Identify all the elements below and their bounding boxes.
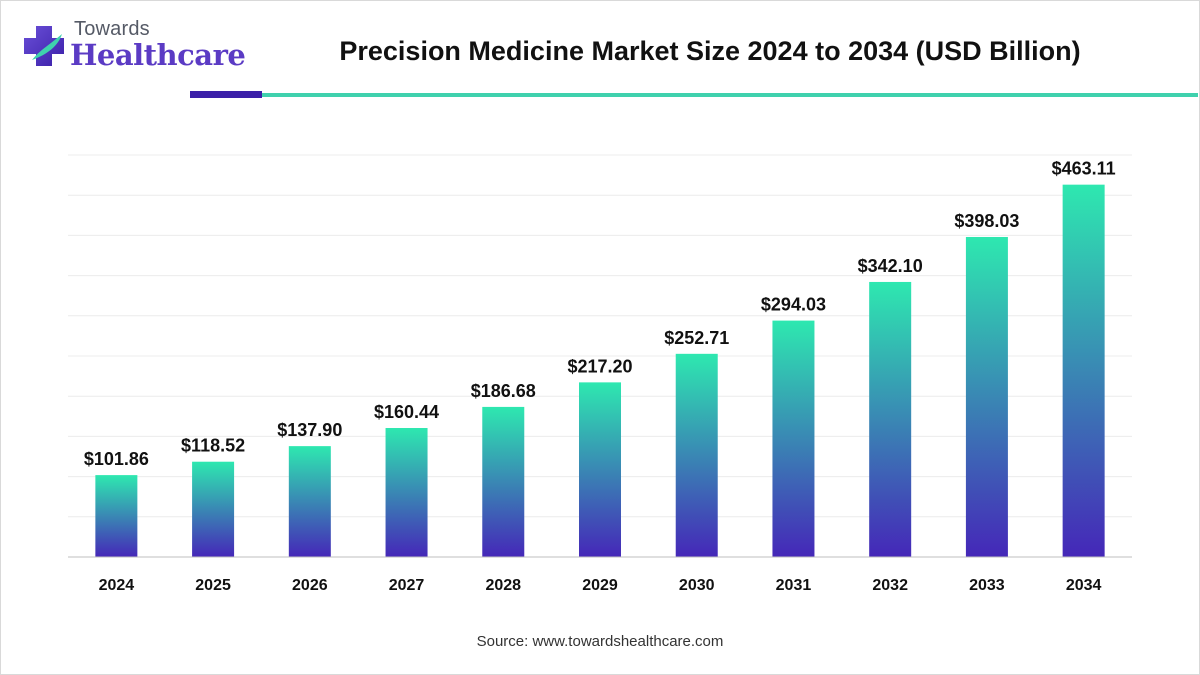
data-label-2032: $342.10 [858, 256, 923, 276]
bar-2025 [192, 461, 235, 557]
x-tick-label-2033: 2033 [969, 577, 1005, 594]
bar-2030 [675, 353, 718, 557]
source-note: Source: www.towardshealthcare.com [476, 633, 724, 650]
bar-2028 [482, 406, 525, 557]
title-underline-accent [190, 91, 262, 98]
data-label-2027: $160.44 [374, 402, 439, 422]
x-tick-label-2029: 2029 [582, 577, 618, 594]
data-label-2031: $294.03 [761, 295, 826, 315]
x-axis-ticks: 2024 2025 2026 2027 2028 2029 2030 2031 2032 2033… [99, 577, 1102, 594]
data-label-2030: $252.71 [664, 328, 729, 348]
x-tick-label-2034: 2034 [1066, 577, 1102, 594]
x-tick-label-2025: 2025 [195, 577, 231, 594]
medical-cross-icon [24, 26, 64, 66]
data-label-2028: $186.68 [471, 381, 536, 401]
brand-logo-top-text: Towards [74, 18, 150, 40]
data-label-2033: $398.03 [954, 211, 1019, 231]
data-label-2034: $463.11 [1052, 159, 1116, 179]
x-tick-label-2032: 2032 [872, 577, 908, 594]
x-tick-label-2031: 2031 [776, 577, 812, 594]
bar-2024 [95, 475, 138, 557]
bar-2027 [385, 428, 428, 557]
x-tick-label-2027: 2027 [389, 577, 425, 594]
bars [95, 184, 1105, 558]
bar-2032 [869, 281, 912, 557]
data-label-2029: $217.20 [567, 356, 632, 376]
bar-2029 [579, 382, 621, 557]
bar-2031 [772, 320, 815, 557]
brand-logo-main-text: Healthcare [70, 38, 246, 72]
data-labels: $101.86 $118.52 $137.90 $160.44 $186.68 $217.… [84, 159, 1116, 469]
data-label-2025: $118.52 [181, 436, 245, 456]
bar-2026 [288, 446, 331, 557]
data-label-2024: $101.86 [84, 449, 149, 469]
data-label-2026: $137.90 [277, 420, 342, 440]
title-underline [262, 93, 1198, 97]
bar-2034 [1062, 184, 1105, 558]
x-tick-label-2024: 2024 [99, 577, 135, 594]
bar-2033 [965, 236, 1008, 557]
brand-logo: Towards Healthcare [18, 16, 246, 80]
x-tick-label-2028: 2028 [485, 577, 521, 594]
x-tick-label-2026: 2026 [292, 577, 328, 594]
x-tick-label-2030: 2030 [679, 577, 715, 594]
chart-title: Precision Medicine Market Size 2024 to 2… [339, 36, 1081, 66]
